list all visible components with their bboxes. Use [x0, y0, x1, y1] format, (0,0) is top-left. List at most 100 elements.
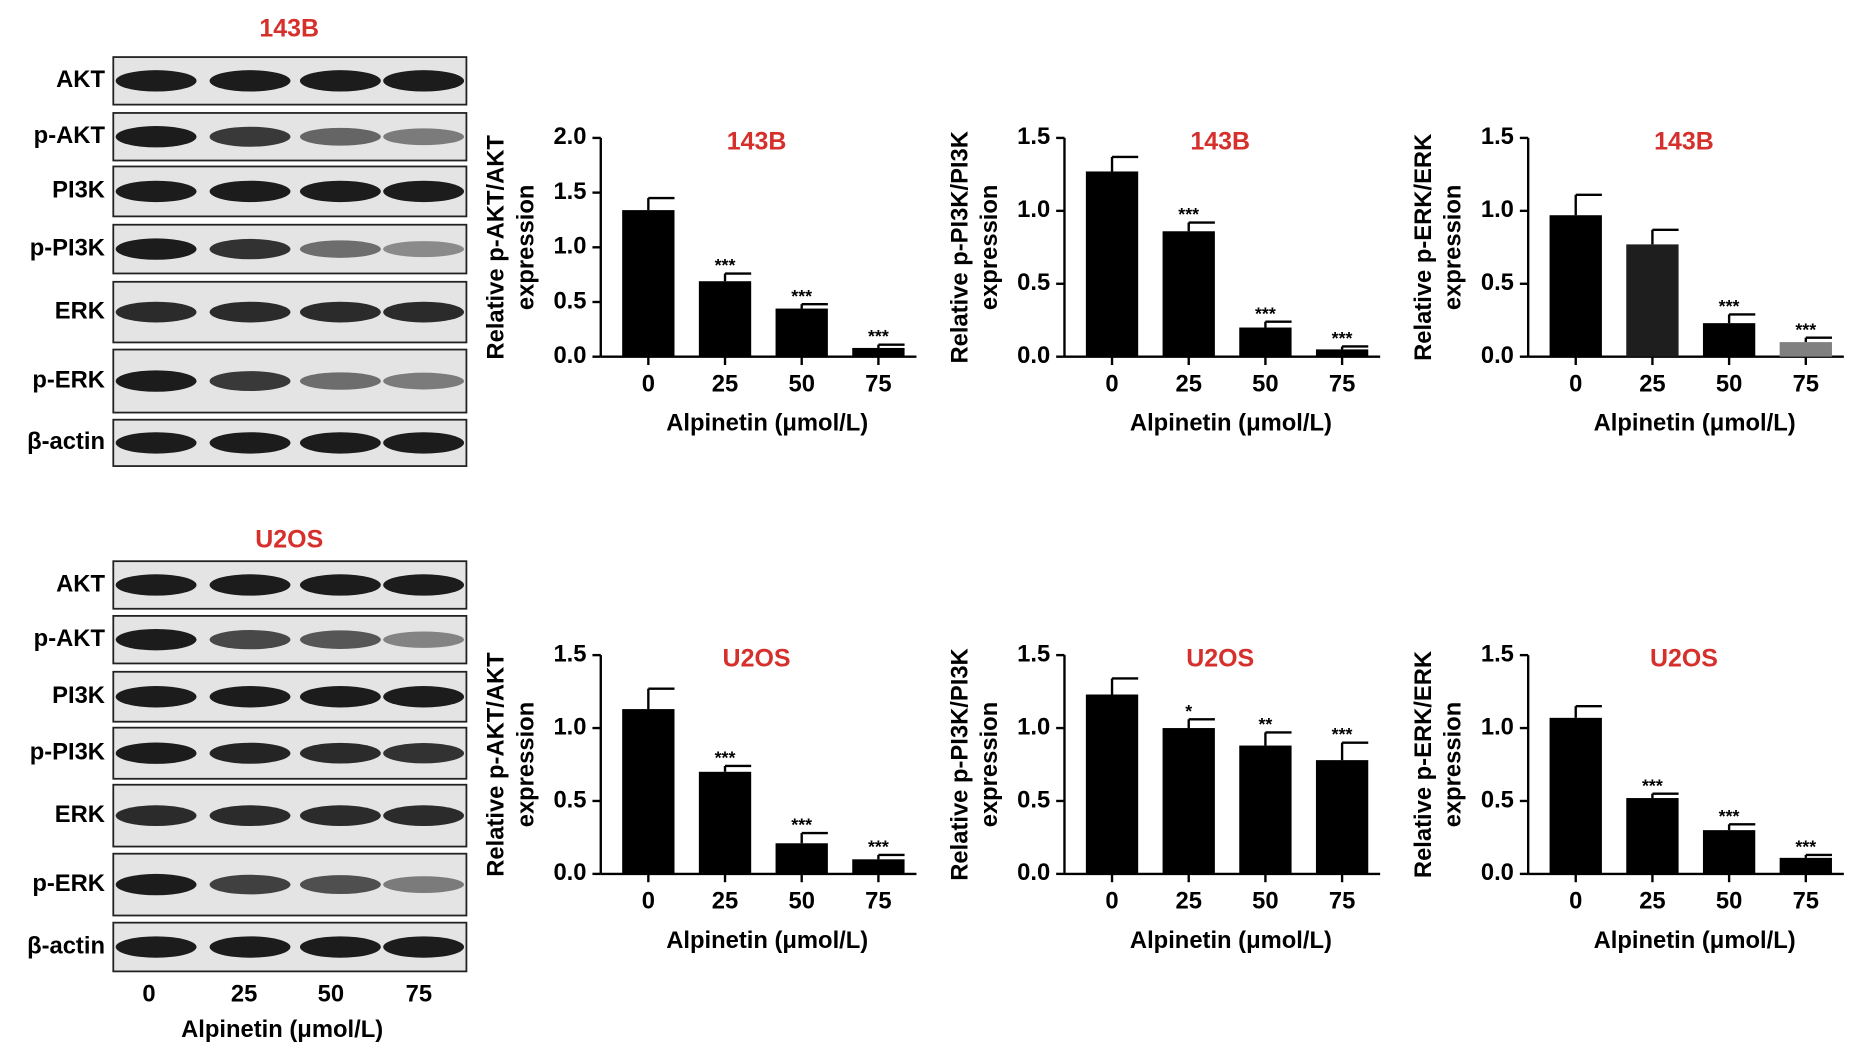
- y-axis-label: expression: [976, 702, 1003, 827]
- x-tick-label: 50: [1716, 371, 1742, 398]
- blot-band: [115, 873, 197, 896]
- blot-row-label: p-AKT: [34, 122, 106, 149]
- blot-band: [383, 128, 465, 146]
- blot-band: [115, 180, 197, 203]
- blot-band: [299, 630, 381, 649]
- bar: [1702, 323, 1756, 357]
- y-tick-label: 0.0: [553, 342, 586, 369]
- significance: **: [1258, 714, 1272, 734]
- y-axis-label: Relative p-ERK/ERK: [1410, 134, 1437, 361]
- y-tick-label: 0.5: [1481, 786, 1514, 813]
- blot-band: [115, 126, 197, 148]
- x-tick-label: 75: [865, 888, 891, 915]
- bar: [1549, 215, 1602, 357]
- x-axis-label: Alpinetin (μmol/L): [1594, 927, 1796, 954]
- x-tick-label: 75: [865, 371, 891, 398]
- bar: [698, 281, 752, 357]
- y-axis-label: Relative p-PI3K/PI3K: [946, 131, 973, 363]
- significance: ***: [715, 255, 736, 275]
- blot-band: [299, 70, 381, 92]
- blot-band: [209, 936, 291, 958]
- blot-band: [383, 743, 465, 764]
- bar: [1085, 694, 1139, 874]
- blot-band: [383, 241, 465, 258]
- y-tick-label: 0.5: [553, 287, 586, 314]
- significance: ***: [1255, 303, 1276, 323]
- blot-band: [299, 875, 381, 895]
- chart-title: U2OS: [1650, 644, 1718, 672]
- blot-band: [383, 876, 465, 893]
- blot-band: [383, 70, 465, 92]
- blot-row-label: β-actin: [27, 932, 105, 959]
- blot-row-label: ERK: [55, 297, 105, 324]
- x-tick-label: 50: [1716, 888, 1742, 915]
- blot-row-label: p-ERK: [32, 366, 105, 393]
- blot-band: [209, 874, 291, 895]
- significance: ***: [1719, 296, 1740, 316]
- bar: [1315, 760, 1369, 874]
- blot-title: 143B: [259, 14, 319, 42]
- bar: [775, 308, 828, 357]
- x-axis-label: Alpinetin (μmol/L): [666, 410, 868, 437]
- blot-band: [115, 805, 197, 826]
- y-tick-label: 0.0: [1017, 342, 1050, 369]
- x-tick-label: 0: [1105, 371, 1118, 398]
- bar: [698, 771, 752, 874]
- x-tick-label: 25: [1639, 371, 1665, 398]
- y-tick-label: 1.5: [553, 178, 586, 205]
- blot-band: [299, 432, 381, 454]
- blot-band: [383, 686, 465, 708]
- x-tick-label: 25: [712, 371, 738, 398]
- blot-row-label: AKT: [56, 570, 105, 597]
- blot-band: [383, 372, 465, 390]
- significance: ***: [868, 326, 889, 346]
- bar: [1549, 717, 1602, 874]
- x-tick-label: 75: [1329, 371, 1355, 398]
- x-tick-label: 25: [1176, 371, 1202, 398]
- chart-title: 143B: [1190, 127, 1250, 155]
- blot-band: [299, 127, 381, 146]
- blot-row-label: PI3K: [52, 682, 105, 709]
- y-tick-label: 0.0: [1481, 342, 1514, 369]
- y-tick-label: 1.5: [1481, 640, 1514, 667]
- blot-band: [383, 805, 465, 826]
- blot-band: [115, 301, 197, 323]
- blot-band: [209, 371, 291, 392]
- chart-title: U2OS: [723, 644, 791, 672]
- bar: [1315, 349, 1369, 357]
- blot-row-label: p-PI3K: [30, 234, 105, 261]
- blot-band: [209, 742, 291, 764]
- blot-title: U2OS: [255, 526, 323, 554]
- y-tick-label: 1.5: [1481, 123, 1514, 150]
- blot-row-label: p-PI3K: [30, 738, 105, 765]
- blot-band: [115, 628, 197, 651]
- blot-band: [383, 574, 465, 596]
- blot-row-label: PI3K: [52, 177, 105, 204]
- x-tick-label: 50: [788, 371, 814, 398]
- x-axis-label: Alpinetin (μmol/L): [1130, 927, 1332, 954]
- bar: [1239, 745, 1292, 874]
- x-tick-label: 25: [1176, 888, 1202, 915]
- bar: [622, 709, 675, 874]
- x-tick-label: 25: [1639, 888, 1665, 915]
- significance: ***: [1178, 204, 1199, 224]
- y-tick-label: 1.5: [553, 640, 586, 667]
- blot-band: [299, 805, 381, 826]
- y-axis-label: expression: [512, 185, 539, 311]
- blot-band: [115, 574, 197, 596]
- blot-row-label: ERK: [55, 801, 105, 828]
- bar: [1702, 830, 1756, 874]
- bar: [1779, 857, 1832, 874]
- blot-band: [209, 432, 291, 454]
- significance: ***: [1332, 328, 1353, 348]
- significance: ***: [868, 837, 889, 857]
- bar: [852, 859, 905, 874]
- blot-band: [299, 372, 381, 390]
- y-tick-label: 0.0: [553, 859, 586, 886]
- blot-band: [115, 686, 197, 708]
- blot-band: [115, 238, 197, 260]
- blot-band: [209, 126, 291, 147]
- blot-band: [115, 936, 197, 958]
- significance: ***: [1719, 806, 1740, 826]
